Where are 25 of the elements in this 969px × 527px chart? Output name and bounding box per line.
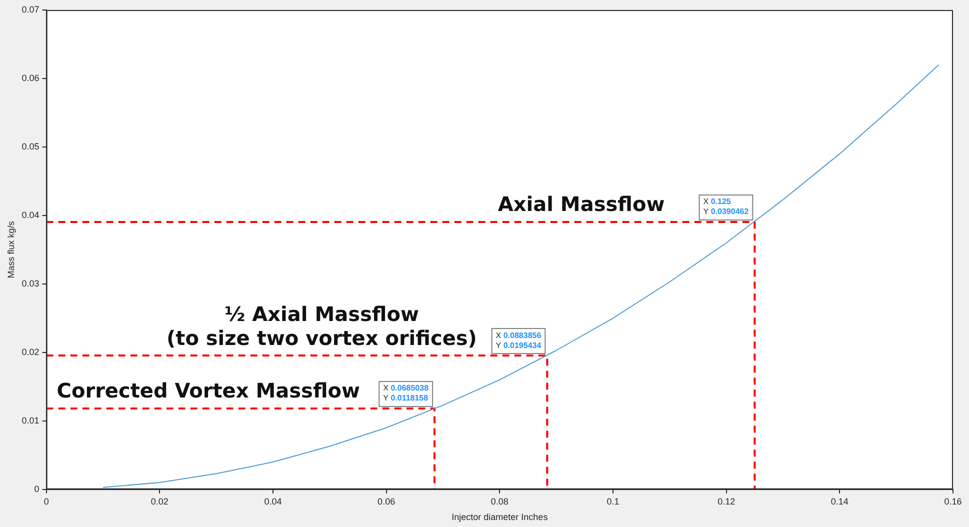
y-tick-label: 0.02 bbox=[22, 346, 40, 357]
x-axis-title: Injector diameter Inches bbox=[452, 512, 548, 522]
y-tick-label: 0.04 bbox=[22, 210, 40, 220]
annotation: ½ Axial Massflow (to size two vortex orifices) bbox=[166, 302, 477, 350]
annotation: Corrected Vortex Massflow bbox=[56, 378, 360, 403]
data-label: X 0.0685038 Y 0.0118158 bbox=[383, 384, 430, 403]
y-tick-label: 0 bbox=[34, 484, 40, 494]
x-tick-label: 0.02 bbox=[150, 496, 168, 506]
x-tick-label: 0.12 bbox=[718, 496, 736, 506]
x-tick-label: 0 bbox=[44, 496, 49, 506]
y-tick-label: 0.07 bbox=[22, 4, 40, 14]
y-tick-label: 0.05 bbox=[22, 141, 40, 152]
data-label: X 0.0883856 Y 0.0195434 bbox=[496, 330, 542, 350]
y-tick-label: 0.03 bbox=[22, 278, 40, 288]
x-tick-label: 0.16 bbox=[944, 496, 962, 506]
y-tick-label: 0.06 bbox=[22, 72, 40, 83]
x-tick-label: 0.06 bbox=[378, 496, 396, 506]
x-tick-label: 0.14 bbox=[830, 496, 848, 506]
x-tick-label: 0.08 bbox=[490, 496, 508, 506]
x-tick-label: 0.04 bbox=[264, 496, 282, 506]
y-tick-label: 0.01 bbox=[22, 415, 40, 426]
y-axis-title: Mass flux kg/s bbox=[6, 220, 16, 278]
x-tick-label: 0.1 bbox=[606, 496, 620, 506]
data-label: X 0.125 Y 0.0390462 bbox=[703, 197, 750, 216]
annotation: Axial Massflow bbox=[498, 192, 665, 216]
